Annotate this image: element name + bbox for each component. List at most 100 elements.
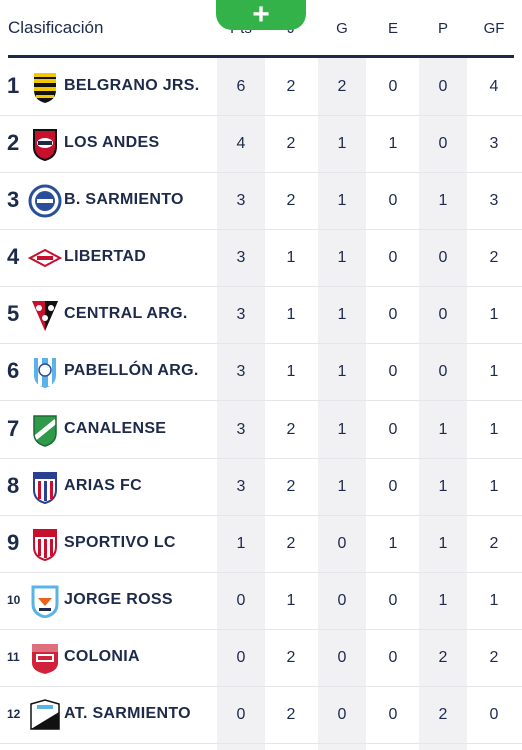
- arias-fc-crest-icon: [33, 472, 57, 504]
- position-number: 12: [7, 707, 21, 721]
- team-name: AT. SARMIENTO: [64, 705, 191, 722]
- position-number: 8: [7, 473, 20, 498]
- stat-g: 1: [337, 363, 347, 380]
- stat-pts: 3: [236, 306, 246, 323]
- team-name: COLONIA: [64, 648, 140, 665]
- belgrano-crest-icon: [34, 73, 56, 103]
- table-row[interactable]: 8 ARIAS FC 3 2 1 0 1 1: [0, 458, 522, 516]
- libertad-crest-icon: [28, 248, 62, 268]
- stat-j: 1: [286, 306, 296, 323]
- stat-gf: 4: [489, 78, 499, 95]
- stat-g: 0: [337, 592, 347, 609]
- stat-e: 0: [388, 706, 398, 723]
- stat-g: 1: [337, 192, 347, 209]
- position-number: 6: [7, 358, 20, 383]
- stat-pts: 1: [236, 535, 246, 552]
- table-row[interactable]: 10 JORGE ROSS 0 1 0 0 1 1: [0, 572, 522, 630]
- stat-g: 1: [337, 249, 347, 266]
- stat-e: 0: [388, 421, 398, 438]
- pts-column-highlight: [217, 58, 265, 750]
- column-header-gf[interactable]: GF: [483, 20, 505, 37]
- standings-title: Clasificación: [8, 18, 104, 37]
- stat-p: 1: [438, 421, 448, 438]
- team-name: JORGE ROSS: [64, 591, 173, 608]
- add-button[interactable]: +: [216, 0, 306, 30]
- los-andes-crest-icon: [33, 129, 57, 161]
- stat-g: 0: [337, 706, 347, 723]
- position-number: 3: [7, 187, 20, 212]
- table-row[interactable]: 6 PABELLÓN ARG. 3 1 1 0 0 1: [0, 343, 522, 401]
- table-row[interactable]: 1 BELGRANO JRS. 6 2 2 0 0 4: [0, 58, 522, 116]
- stat-pts: 0: [236, 706, 246, 723]
- column-header-p[interactable]: P: [437, 20, 448, 37]
- team-name: ARIAS FC: [64, 477, 142, 494]
- column-header-g[interactable]: G: [336, 20, 348, 37]
- stat-j: 2: [286, 478, 296, 495]
- stat-e: 0: [388, 192, 398, 209]
- stat-pts: 3: [236, 363, 246, 380]
- stat-j: 2: [286, 649, 296, 666]
- header-divider: [8, 55, 514, 58]
- at-sarmiento-crest-icon: [30, 699, 60, 730]
- position-number: 7: [7, 416, 20, 441]
- team-name: CENTRAL ARG.: [64, 305, 188, 322]
- central-arg-crest-icon: [32, 301, 58, 331]
- stat-g: 1: [337, 306, 347, 323]
- table-row[interactable]: 7 CANALENSE 3 2 1 0 1 1: [0, 401, 522, 459]
- stat-g: 0: [337, 535, 347, 552]
- table-row[interactable]: 5 CENTRAL ARG. 3 1 1 0 0 1: [0, 286, 522, 344]
- stat-gf: 2: [489, 649, 499, 666]
- stat-j: 2: [286, 706, 296, 723]
- stat-pts: 0: [236, 592, 246, 609]
- table-row[interactable]: 3 B. SARMIENTO 3 2 1 0 1 3: [0, 172, 522, 230]
- stat-e: 0: [388, 363, 398, 380]
- stat-p: 1: [438, 192, 448, 209]
- stat-j: 1: [286, 249, 296, 266]
- stat-j: 2: [286, 192, 296, 209]
- position-number: 1: [7, 73, 20, 98]
- stat-gf: 1: [489, 363, 499, 380]
- team-name: CANALENSE: [64, 420, 167, 437]
- stat-p: 2: [438, 706, 448, 723]
- pabellon-arg-crest-icon: [34, 358, 56, 388]
- table-row[interactable]: 2 LOS ANDES 4 2 1 1 0 3: [0, 115, 522, 173]
- sportivo-lc-crest-icon: [33, 529, 57, 561]
- stat-gf: 0: [489, 706, 499, 723]
- stat-e: 1: [388, 135, 398, 152]
- team-name: BELGRANO JRS.: [64, 77, 200, 94]
- stat-pts: 3: [236, 421, 246, 438]
- position-number: 4: [7, 244, 20, 269]
- stat-p: 2: [438, 649, 448, 666]
- stat-pts: 3: [236, 478, 246, 495]
- stat-j: 2: [286, 78, 296, 95]
- stat-e: 0: [388, 249, 398, 266]
- stat-pts: 3: [236, 192, 246, 209]
- colonia-crest-icon: [32, 644, 58, 674]
- team-name: B. SARMIENTO: [64, 191, 184, 208]
- stat-e: 0: [388, 78, 398, 95]
- stat-j: 1: [286, 363, 296, 380]
- stat-g: 1: [337, 478, 347, 495]
- position-number: 5: [7, 301, 20, 326]
- stat-j: 2: [286, 535, 296, 552]
- stat-gf: 1: [489, 592, 499, 609]
- stat-e: 0: [388, 478, 398, 495]
- stat-g: 1: [337, 421, 347, 438]
- team-name: LOS ANDES: [64, 134, 160, 151]
- stat-g: 2: [337, 78, 347, 95]
- stat-pts: 4: [236, 135, 246, 152]
- table-row[interactable]: 12 AT. SARMIENTO 0 2 0 0 2 0: [0, 686, 522, 744]
- stat-gf: 3: [489, 135, 499, 152]
- column-header-e[interactable]: E: [387, 20, 398, 37]
- jorge-ross-crest-icon: [31, 585, 59, 618]
- position-number: 2: [7, 130, 20, 155]
- table-row[interactable]: 11 COLONIA 0 2 0 0 2 2: [0, 629, 522, 687]
- team-name: PABELLÓN ARG.: [64, 362, 199, 379]
- position-number: 9: [7, 530, 20, 555]
- stat-e: 0: [388, 306, 398, 323]
- position-number: 11: [7, 650, 20, 664]
- table-row[interactable]: 4 LIBERTAD 3 1 1 0 0 2: [0, 229, 522, 287]
- table-row[interactable]: 9 SPORTIVO LC 1 2 0 1 1 2: [0, 515, 522, 573]
- stat-j: 2: [286, 421, 296, 438]
- g-column-highlight: [318, 58, 366, 750]
